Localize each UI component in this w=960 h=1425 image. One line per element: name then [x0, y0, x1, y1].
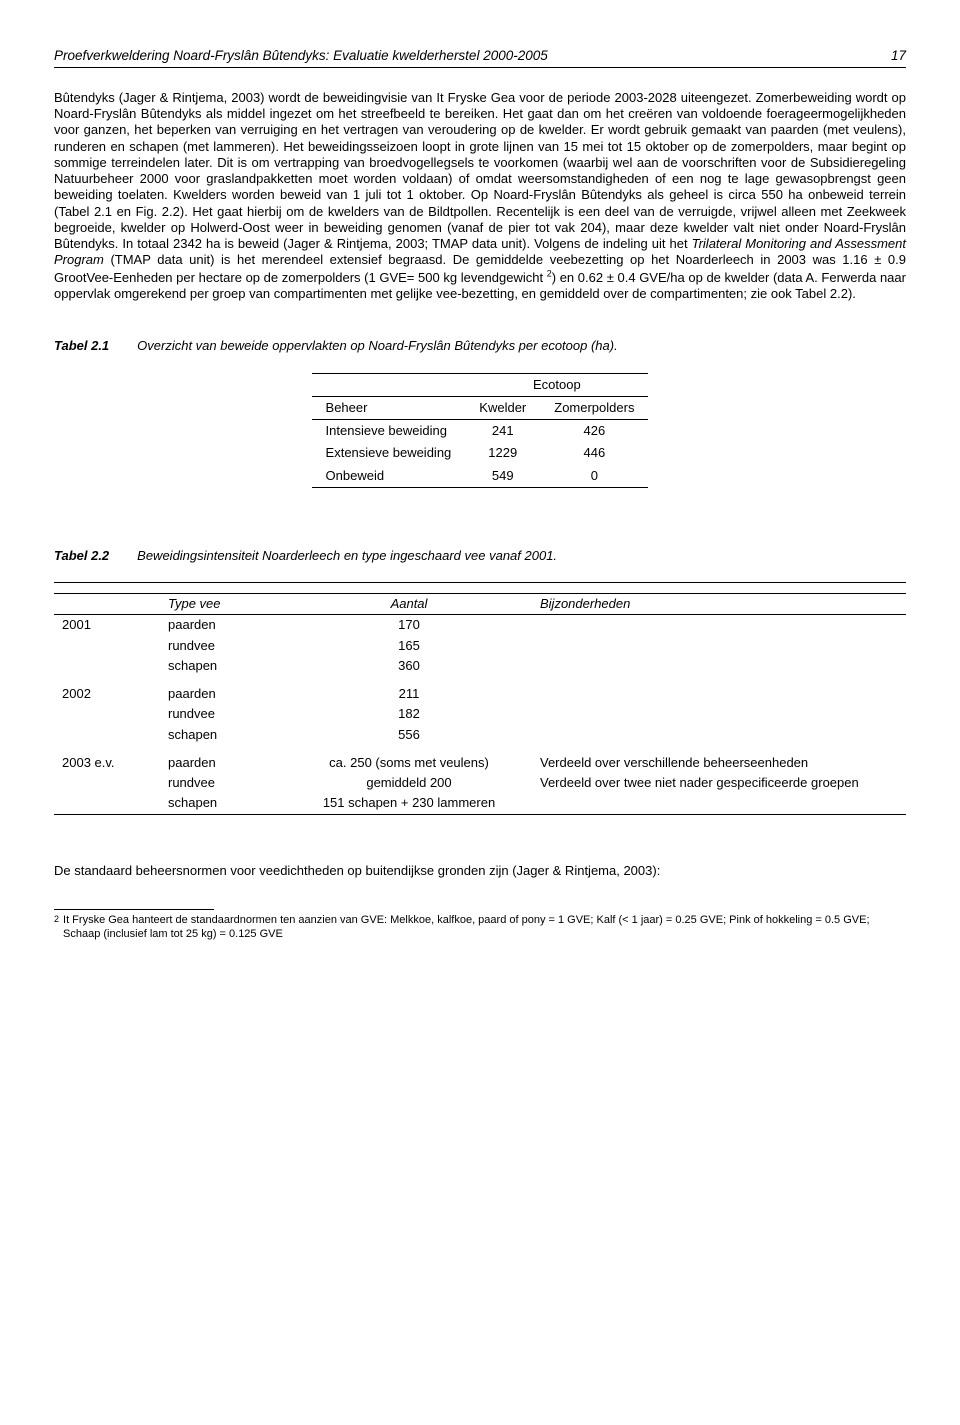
- table1-cell: 549: [465, 465, 540, 488]
- table2-cell: paarden: [160, 745, 286, 773]
- footnote: 2 It Fryske Gea hanteert de standaardnor…: [54, 914, 906, 942]
- table2-cell: [532, 704, 906, 724]
- running-header: Proefverkweldering Noard-Fryslân Bûtendy…: [54, 48, 906, 68]
- table2-caption: Tabel 2.2 Beweidingsintensiteit Noarderl…: [54, 548, 906, 564]
- closing-paragraph: De standaard beheersnormen voor veedicht…: [54, 863, 906, 879]
- table1-cell: Onbeweid: [312, 465, 466, 488]
- table2-cell: [532, 676, 906, 704]
- table2-h1: Type vee: [160, 594, 286, 615]
- table2-caption-text: Beweidingsintensiteit Noarderleech en ty…: [137, 548, 557, 564]
- table2-h2: Aantal: [286, 594, 532, 615]
- table2-cell: 182: [286, 704, 532, 724]
- header-title: Proefverkweldering Noard-Fryslân Bûtendy…: [54, 48, 548, 65]
- table1: Ecotoop Beheer Kwelder Zomerpolders Inte…: [312, 373, 649, 488]
- table1-caption: Tabel 2.1 Overzicht van beweide oppervla…: [54, 338, 906, 354]
- table1-h2: Zomerpolders: [540, 396, 648, 419]
- table2-h0: [54, 594, 160, 615]
- table2-cell: gemiddeld 200: [286, 773, 532, 793]
- footnote-number: 2: [54, 914, 59, 942]
- table2-cell: rundvee: [160, 704, 286, 724]
- table2-cell: paarden: [160, 615, 286, 636]
- table2-cell: [532, 725, 906, 745]
- footnote-rule: [54, 909, 214, 910]
- table2-year: 2002: [54, 676, 160, 704]
- table2-cell: Verdeeld over verschillende beheerseenhe…: [532, 745, 906, 773]
- table1-cell: 0: [540, 465, 648, 488]
- table1-cell: 1229: [465, 442, 540, 464]
- table2-cell: [532, 615, 906, 636]
- table2-cell: 165: [286, 636, 532, 656]
- table1-h0: Beheer: [312, 396, 466, 419]
- table1-cell: 426: [540, 420, 648, 443]
- table2-cell: schapen: [160, 725, 286, 745]
- table2: Type vee Aantal Bijzonderheden 2001 paar…: [54, 582, 906, 815]
- table2-cell: 556: [286, 725, 532, 745]
- body-paragraph: Bûtendyks (Jager & Rintjema, 2003) wordt…: [54, 90, 906, 303]
- table2-label: Tabel 2.2: [54, 548, 109, 564]
- table2-cell: 151 schapen + 230 lammeren: [286, 793, 532, 814]
- table1-cell: 241: [465, 420, 540, 443]
- table1-label: Tabel 2.1: [54, 338, 109, 354]
- table1-group-header: Ecotoop: [465, 373, 648, 396]
- table2-cell: 170: [286, 615, 532, 636]
- table2-year: 2003 e.v.: [54, 745, 160, 773]
- table2-cell: paarden: [160, 676, 286, 704]
- table2-cell: 211: [286, 676, 532, 704]
- table2-cell: rundvee: [160, 773, 286, 793]
- table1-cell: Intensieve beweiding: [312, 420, 466, 443]
- table1-h1: Kwelder: [465, 396, 540, 419]
- table2-cell: [532, 793, 906, 814]
- table2-cell: schapen: [160, 656, 286, 676]
- table2-h3: Bijzonderheden: [532, 594, 906, 615]
- table2-year: 2001: [54, 615, 160, 636]
- table2-cell: [532, 636, 906, 656]
- page-number: 17: [891, 48, 906, 65]
- table1-caption-text: Overzicht van beweide oppervlakten op No…: [137, 338, 618, 354]
- table2-cell: [532, 656, 906, 676]
- footnote-text: It Fryske Gea hanteert de standaardnorme…: [63, 914, 906, 942]
- table2-cell: ca. 250 (soms met veulens): [286, 745, 532, 773]
- table1-cell: 446: [540, 442, 648, 464]
- table1-cell: Extensieve beweiding: [312, 442, 466, 464]
- table2-cell: rundvee: [160, 636, 286, 656]
- table2-cell: schapen: [160, 793, 286, 814]
- table2-cell: 360: [286, 656, 532, 676]
- table2-cell: Verdeeld over twee niet nader gespecific…: [532, 773, 906, 793]
